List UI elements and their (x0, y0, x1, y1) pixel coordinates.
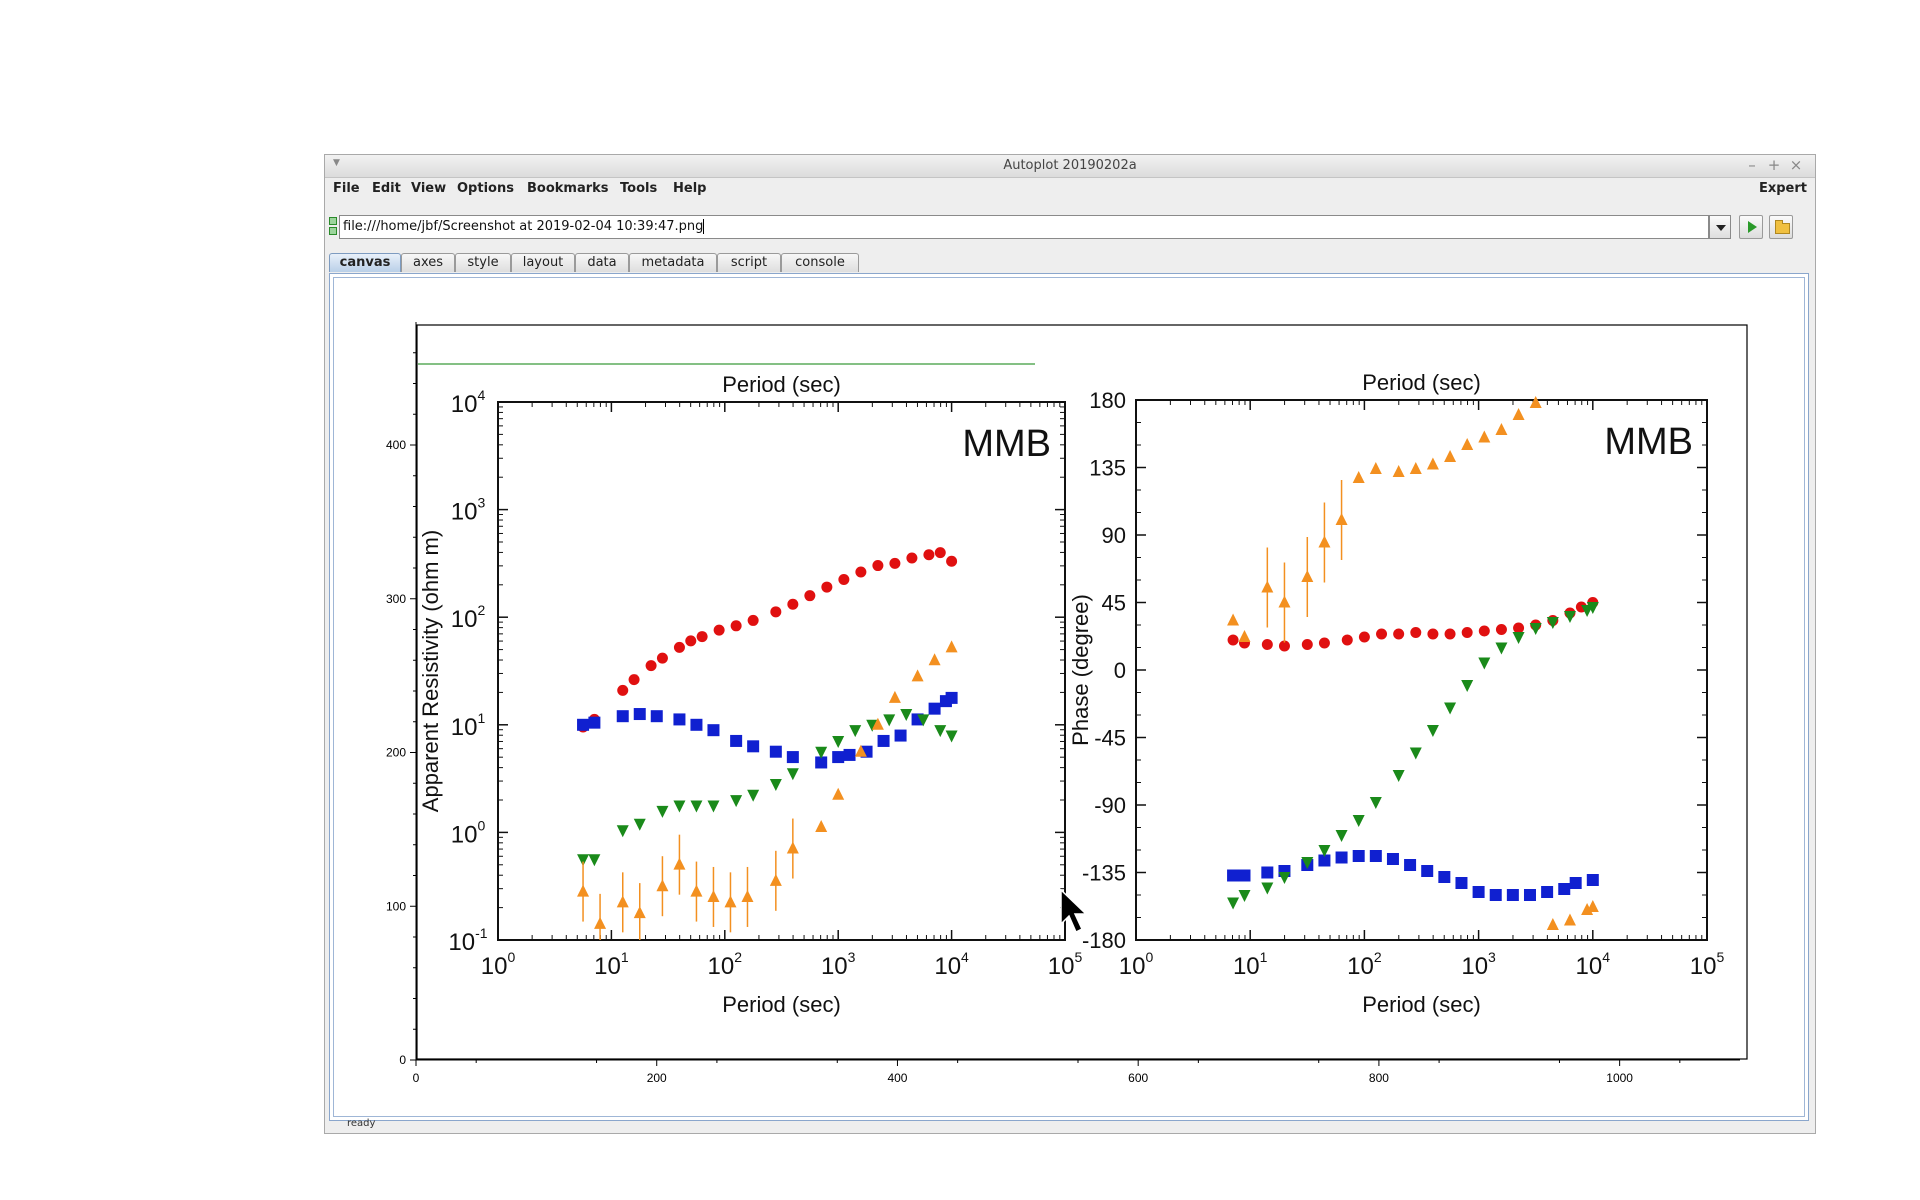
status-text: ready (347, 1118, 376, 1129)
menu-view[interactable]: View (411, 181, 447, 196)
menu-tools[interactable]: Tools (620, 181, 658, 196)
tab-console[interactable]: console (781, 253, 859, 272)
tab-layout[interactable]: layout (511, 253, 575, 272)
address-bar: file:///home/jbf/Screenshot at 2019-02-0… (325, 213, 1815, 241)
menu-bar: File Edit View Options Bookmarks Tools H… (325, 178, 1815, 200)
menu-help[interactable]: Help (673, 181, 707, 196)
minimize-icon[interactable]: – (1748, 156, 1756, 174)
autoplot-window: ▼ Autoplot 20190202a – + × File Edit Vie… (324, 154, 1816, 1134)
play-icon[interactable] (1739, 215, 1763, 239)
chevron-down-icon[interactable] (1709, 215, 1731, 239)
tab-metadata[interactable]: metadata (629, 253, 717, 272)
canvas-panel (329, 273, 1809, 1121)
tab-style[interactable]: style (455, 253, 511, 272)
url-text: file:///home/jbf/Screenshot at 2019-02-0… (343, 219, 704, 234)
menu-options[interactable]: Options (457, 181, 514, 196)
close-icon[interactable]: × (1789, 156, 1803, 174)
expert-mode-toggle[interactable]: Expert (1758, 181, 1807, 196)
tab-axes[interactable]: axes (401, 253, 455, 272)
status-bar: ready (325, 1115, 1815, 1133)
menu-file[interactable]: File (333, 181, 360, 196)
menu-bookmarks[interactable]: Bookmarks (527, 181, 609, 196)
menu-edit[interactable]: Edit (372, 181, 401, 196)
url-input[interactable]: file:///home/jbf/Screenshot at 2019-02-0… (339, 215, 1709, 239)
title-bar[interactable]: ▼ Autoplot 20190202a – + × (325, 155, 1815, 178)
tab-data[interactable]: data (575, 253, 629, 272)
tab-canvas[interactable]: canvas (329, 253, 401, 272)
window-title: Autoplot 20190202a (1003, 158, 1137, 173)
window-menu-icon[interactable]: ▼ (333, 158, 340, 168)
drag-handle-icon[interactable] (329, 217, 337, 235)
maximize-icon[interactable]: + (1767, 156, 1781, 174)
folder-icon[interactable] (1769, 215, 1793, 239)
tab-script[interactable]: script (717, 253, 781, 272)
